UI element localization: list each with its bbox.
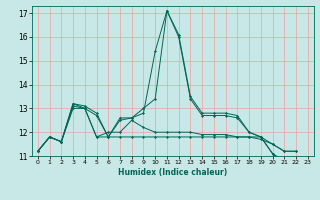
X-axis label: Humidex (Indice chaleur): Humidex (Indice chaleur) xyxy=(118,168,228,177)
